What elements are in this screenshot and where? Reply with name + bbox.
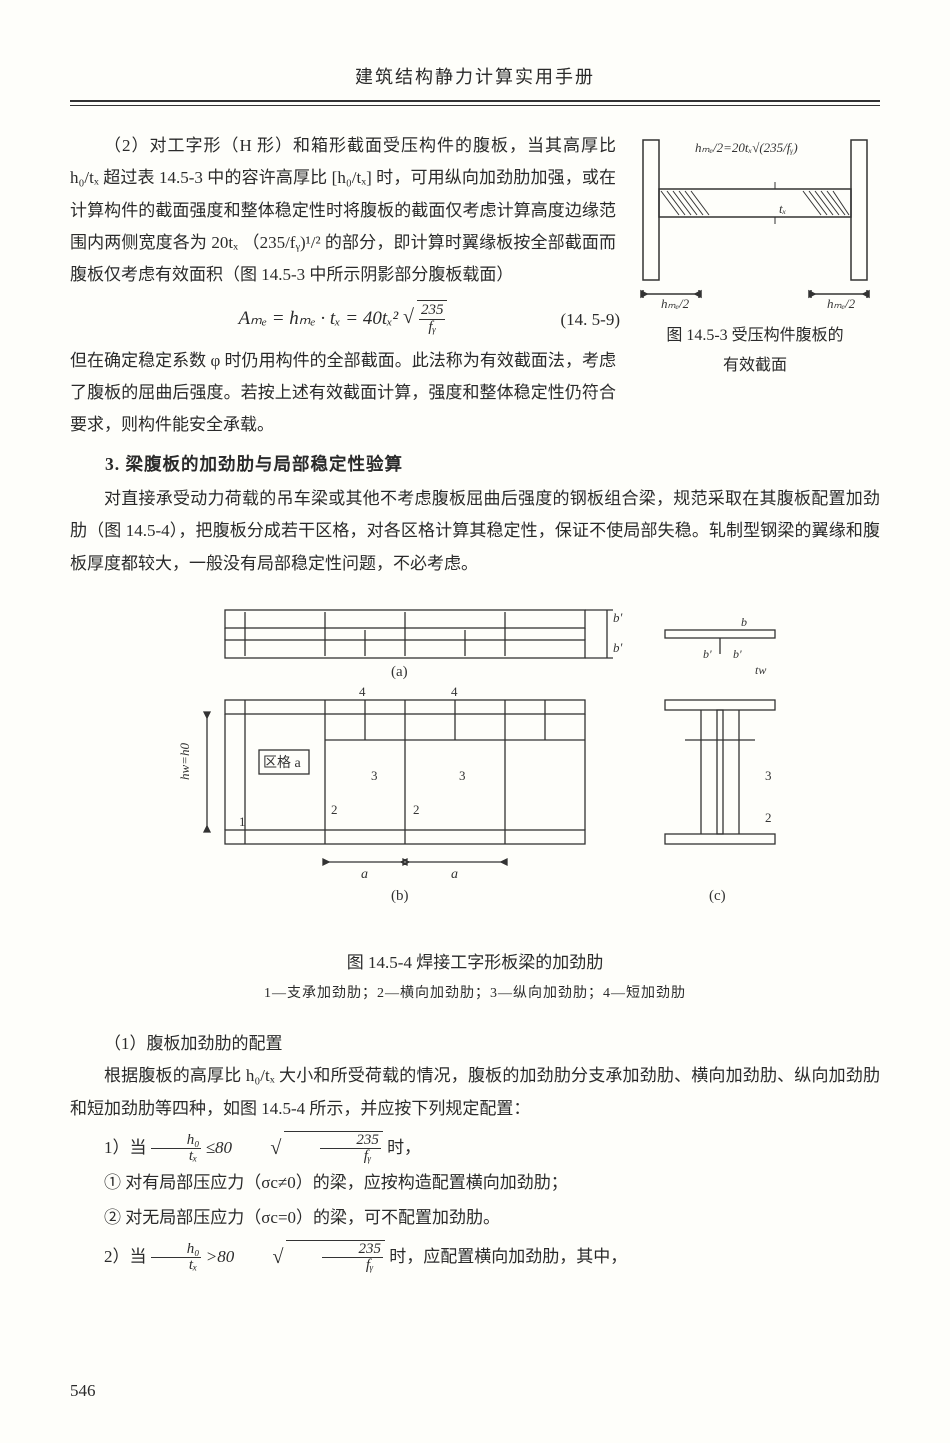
svg-text:b': b' <box>613 640 623 655</box>
fig1-caption-2: 有效截面 <box>630 351 880 381</box>
ineq2-den: tₓ <box>151 1258 202 1274</box>
header-rule <box>70 100 880 106</box>
paragraph-3: 对直接承受动力荷载的吊车梁或其他不考虑腹板屈曲后强度的钢板组合梁，规范采取在其腹… <box>70 483 880 580</box>
svg-text:(a): (a) <box>391 664 408 680</box>
svg-text:3: 3 <box>459 768 466 783</box>
rule-2: 2）当 h₀tₓ >80 235fᵧ 时，应配置横向加劲肋，其中， <box>70 1240 880 1274</box>
rule2-pre: 2）当 <box>104 1247 147 1266</box>
svg-text:tₓ: tₓ <box>779 201 787 216</box>
ineq-le: ≤80 <box>206 1138 232 1157</box>
svg-text:a: a <box>451 867 458 882</box>
svg-text:a: a <box>361 867 368 882</box>
page-number: 546 <box>70 1375 96 1407</box>
ineq-sqrt-num: 235 <box>320 1133 381 1150</box>
svg-text:区格 a: 区格 a <box>263 755 301 771</box>
eq1-sqrt-num: 235 <box>419 303 446 320</box>
ineq2-sqrt-num: 235 <box>322 1242 383 1259</box>
svg-text:4: 4 <box>359 684 366 699</box>
eq1-left: Aₘₑ = hₘₑ · tₓ = 40tₓ² <box>239 308 399 329</box>
fig2-legend: 1—支承加劲肋；2—横向加劲肋；3—纵向加劲肋；4—短加劲肋 <box>70 981 880 1008</box>
svg-text:3: 3 <box>765 768 772 783</box>
heading-3: 3. 梁腹板的加劲肋与局部稳定性验算 <box>70 448 880 481</box>
rule-1a: ① 对有局部压应力（σc≠0）的梁，应按构造配置横向加劲肋； <box>70 1167 880 1199</box>
rule1-pre: 1）当 <box>104 1138 147 1157</box>
figure-14-5-4: b' b' (a) 区格 <box>70 600 880 1008</box>
ineq2-sqrt-den: fᵧ <box>322 1258 383 1274</box>
eq1-sqrt-den: fᵧ <box>419 320 446 336</box>
section-1-title: （1）腹板加劲肋的配置 <box>70 1028 880 1060</box>
svg-text:hw=h0: hw=h0 <box>177 742 192 779</box>
svg-text:tw: tw <box>755 663 766 677</box>
rule-1: 1）当 h₀tₓ ≤80 235fᵧ 时， <box>70 1131 880 1165</box>
ineq2-num: h₀ <box>151 1242 202 1259</box>
fig2-caption: 图 14.5-4 焊接工字形板梁的加劲肋 <box>70 947 880 979</box>
svg-text:b: b <box>741 615 747 629</box>
svg-text:4: 4 <box>451 684 458 699</box>
svg-text:3: 3 <box>371 768 378 783</box>
svg-text:1: 1 <box>239 814 246 829</box>
ineq-den: tₓ <box>151 1149 202 1165</box>
rule2-post: 时，应配置横向加劲肋，其中， <box>389 1247 627 1266</box>
page: 建筑结构静力计算实用手册 <box>0 0 950 1443</box>
ineq-sqrt-den: fᵧ <box>320 1149 381 1165</box>
rule-1b: ② 对无局部压应力（σc=0）的梁，可不配置加劲肋。 <box>70 1202 880 1234</box>
paragraph-4: 根据腹板的高厚比 h₀/tₓ 大小和所受荷载的情况，腹板的加劲肋分支承加劲肋、横… <box>70 1060 880 1125</box>
fig-14-5-4-svg: b' b' (a) 区格 <box>155 600 795 930</box>
ineq-num: h₀ <box>151 1133 202 1150</box>
svg-text:b': b' <box>733 647 742 661</box>
svg-text:b': b' <box>703 647 712 661</box>
svg-text:hₘₑ/2=20tₓ√(235/fᵧ): hₘₑ/2=20tₓ√(235/fᵧ) <box>695 140 798 155</box>
fig-14-5-3-svg: hₘₑ/2=20tₓ√(235/fᵧ) tₓ hₘₑ/2 hₘₑ/2 <box>635 134 875 309</box>
svg-text:2: 2 <box>413 802 420 817</box>
rule1-post: 时， <box>387 1138 421 1157</box>
figure-14-5-3: hₘₑ/2=20tₓ√(235/fᵧ) tₓ hₘₑ/2 hₘₑ/2 图 14.… <box>630 134 880 381</box>
svg-text:2: 2 <box>331 802 338 817</box>
svg-text:(b): (b) <box>391 888 409 904</box>
ineq-gt: >80 <box>206 1247 234 1266</box>
page-header: 建筑结构静力计算实用手册 <box>70 60 880 100</box>
svg-text:(c): (c) <box>709 888 726 904</box>
svg-text:2: 2 <box>765 810 772 825</box>
eq1-number: (14. 5-9) <box>561 304 620 336</box>
svg-text:b': b' <box>613 610 623 625</box>
equation-14-5-9: Aₘₑ = hₘₑ · tₓ = 40tₓ² 235fᵧ (14. 5-9) <box>70 300 880 337</box>
